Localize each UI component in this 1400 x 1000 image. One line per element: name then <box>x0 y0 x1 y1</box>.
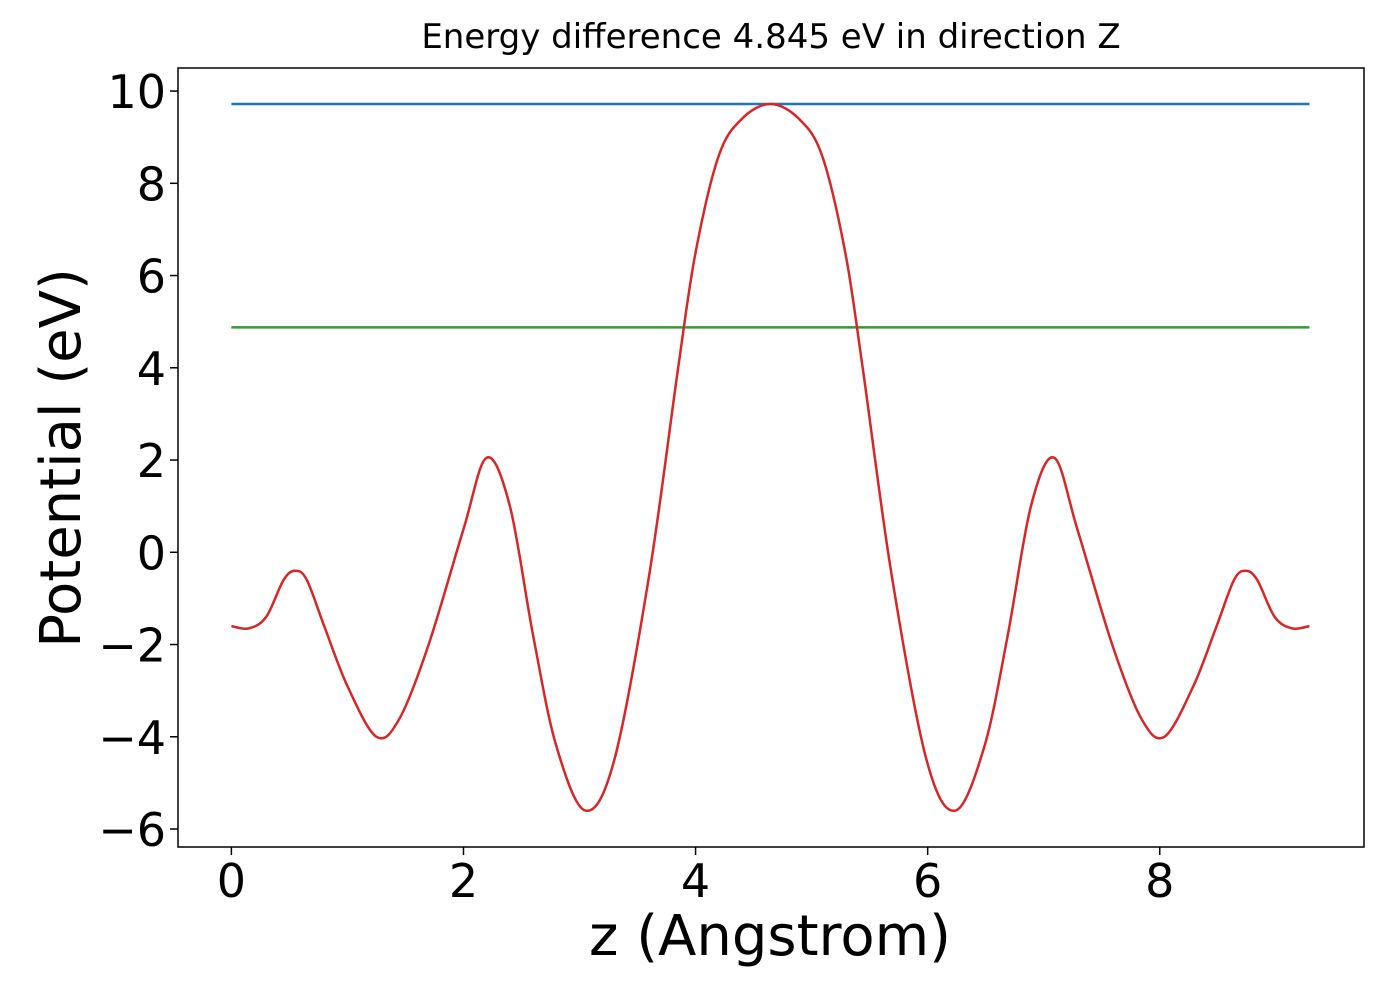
x-tick-label: 8 <box>1145 854 1174 908</box>
y-tick-label: −2 <box>98 619 166 673</box>
line-series <box>231 102 1310 812</box>
plot-frame <box>177 67 1365 848</box>
y-tick-label: −6 <box>98 803 166 857</box>
y-tick-label: 10 <box>107 65 166 119</box>
y-tick-label: 2 <box>137 434 166 488</box>
y-tick-label: −4 <box>98 711 166 765</box>
y-tick-label: 6 <box>137 250 166 304</box>
y-tick-label: 0 <box>137 526 166 580</box>
x-axis-label: z (Angstrom) <box>589 904 951 969</box>
x-tick-label: 4 <box>681 854 710 908</box>
x-tick-label: 6 <box>913 854 942 908</box>
y-axis-label: Potential (eV) <box>29 268 94 648</box>
chart-title: Energy difference 4.845 eV in direction … <box>421 17 1120 57</box>
y-tick-label: 4 <box>137 342 166 396</box>
x-tick-label: 2 <box>449 854 478 908</box>
x-tick-label: 0 <box>217 854 246 908</box>
y-tick-label: 8 <box>137 157 166 211</box>
